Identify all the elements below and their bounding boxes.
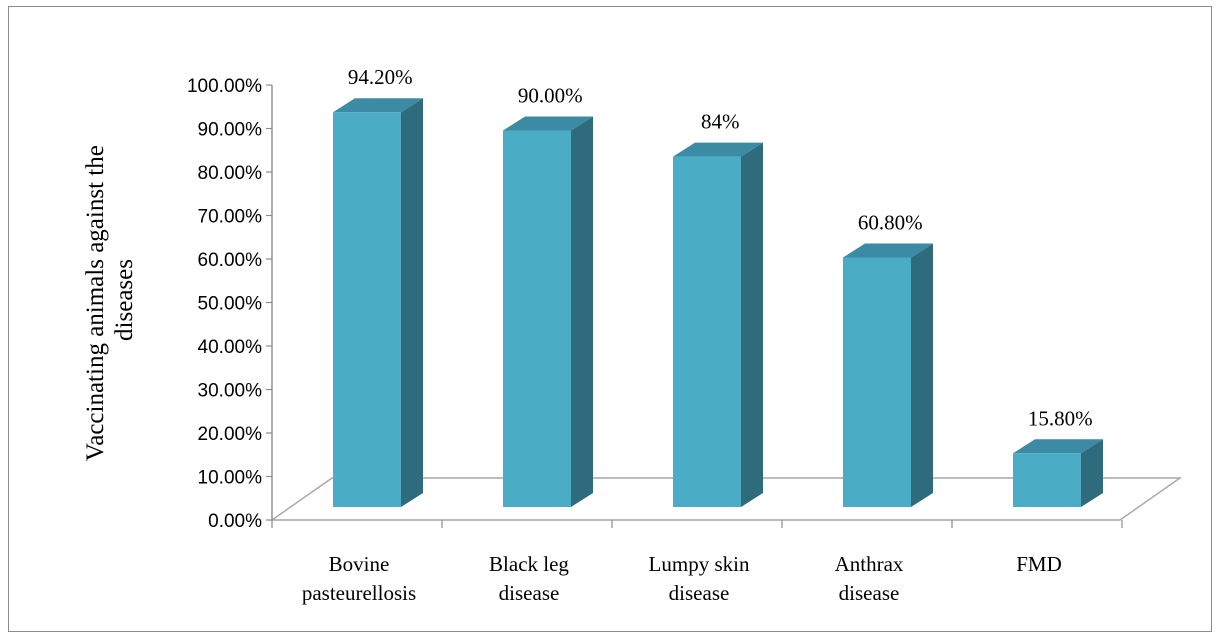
- bar-side-face: [401, 98, 423, 507]
- bar: [843, 243, 933, 507]
- y-tick-label: 90.00%: [198, 120, 263, 141]
- y-tick-label: 10.00%: [198, 468, 263, 489]
- bar-front-face: [1013, 453, 1081, 507]
- y-tick-label: 0.00%: [208, 511, 262, 532]
- bar-top-face: [333, 98, 423, 113]
- category-label-line: Anthrax: [835, 552, 904, 576]
- category-label-line: FMD: [1016, 552, 1062, 576]
- bar-front-face: [843, 257, 911, 507]
- data-label: 84%: [701, 110, 740, 134]
- bar-side-face: [1081, 439, 1103, 507]
- category-label: Lumpy skin disease: [649, 552, 750, 605]
- category-label-line: Lumpy skin: [649, 552, 750, 576]
- y-tick-label: 40.00%: [198, 337, 263, 358]
- data-label: 90.00%: [518, 84, 583, 108]
- y-tick-label: 50.00%: [198, 294, 263, 315]
- y-tick-label: 20.00%: [198, 424, 263, 445]
- category-label-line: Black leg: [489, 552, 569, 576]
- bars: [333, 98, 1103, 507]
- category-label-line: disease: [499, 581, 560, 605]
- category-label-line: Bovine: [329, 552, 390, 576]
- bar-front-face: [503, 130, 571, 507]
- bar-side-face: [741, 142, 763, 507]
- category-label: Anthrax disease: [835, 552, 904, 605]
- data-label: 15.80%: [1028, 406, 1093, 430]
- category-label: FMD: [1016, 552, 1062, 576]
- floor-plane: [269, 477, 1183, 521]
- y-axis-title: Vaccinating animals against the diseases: [82, 139, 138, 461]
- y-axis-title-line-2: diseases: [111, 259, 138, 341]
- chart-frame: [8, 6, 1212, 632]
- y-tick-label: 30.00%: [198, 381, 263, 402]
- category-label-line: disease: [669, 581, 730, 605]
- bar-top-face: [673, 142, 763, 157]
- y-tick-label: 100.00%: [187, 76, 262, 97]
- bar-side-face: [911, 243, 933, 507]
- bar-top-face: [1013, 439, 1103, 454]
- category-label-line: disease: [839, 581, 900, 605]
- data-labels: 94.20% 90.00% 84% 60.80% 15.80%: [348, 65, 1093, 430]
- category-label: Black leg disease: [489, 552, 569, 605]
- category-label-line: pasteurellosis: [302, 581, 416, 605]
- bar-front-face: [333, 112, 401, 507]
- bar-side-face: [571, 116, 593, 507]
- bar-front-face: [673, 156, 741, 507]
- bar: [1013, 439, 1103, 507]
- y-axis-title-line-1: Vaccinating animals against the: [82, 145, 109, 461]
- data-label: 94.20%: [348, 65, 413, 89]
- y-tick-label: 80.00%: [198, 163, 263, 184]
- bar: [503, 116, 593, 507]
- y-tick-label: 60.00%: [198, 250, 263, 271]
- bar-top-face: [843, 243, 933, 258]
- data-label: 60.80%: [858, 211, 923, 235]
- chart-floor: [269, 477, 1183, 521]
- y-axis: 0.00% 10.00% 20.00% 30.00% 40.00% 50.00% 60.00…: [187, 76, 1123, 532]
- bar: [333, 98, 423, 507]
- bar-top-face: [503, 116, 593, 131]
- y-tick-label: 70.00%: [198, 207, 263, 228]
- category-label: Bovine pasteurellosis: [302, 552, 416, 605]
- bar: [673, 142, 763, 507]
